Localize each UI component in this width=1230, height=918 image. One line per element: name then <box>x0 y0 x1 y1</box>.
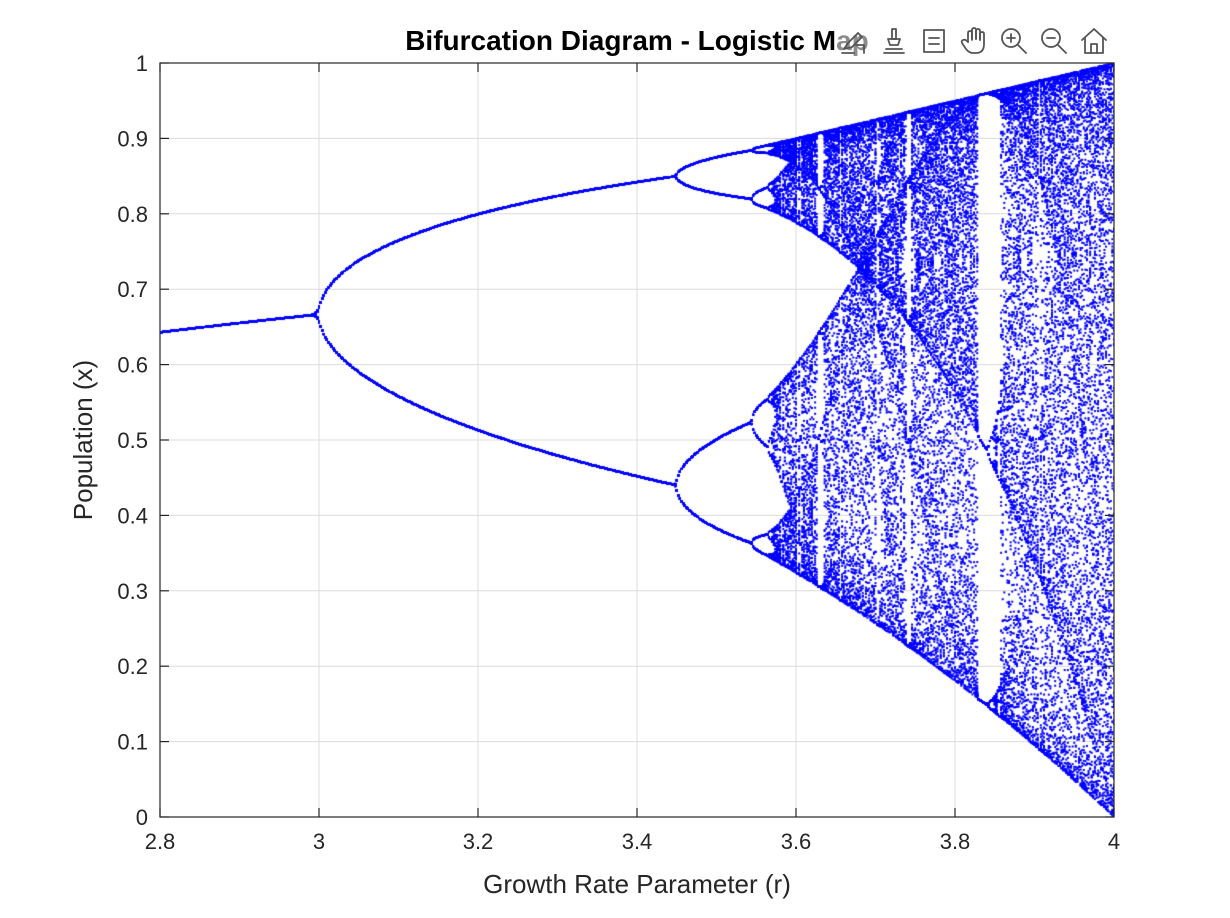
y-axis-label: Population (x) <box>68 360 98 520</box>
x-tick-label: 3.8 <box>940 829 971 854</box>
y-tick-label: 0 <box>136 805 148 830</box>
y-tick-label: 0.1 <box>117 730 148 755</box>
axes-toolbar <box>836 22 1114 60</box>
x-tick-label: 2.8 <box>145 829 176 854</box>
bifurcation-scatter-points <box>160 63 1114 817</box>
chart-title: Bifurcation Diagram - Logistic Map <box>405 25 869 56</box>
x-axis-label: Growth Rate Parameter (r) <box>483 869 791 899</box>
x-tick-label: 3.4 <box>622 829 653 854</box>
zoom-in-icon <box>1001 28 1027 54</box>
zoom-out-button[interactable] <box>1036 23 1072 59</box>
data-tips-icon <box>883 28 905 54</box>
x-tick-label: 3.2 <box>463 829 494 854</box>
home-icon <box>1081 28 1107 54</box>
brush-icon <box>841 32 865 54</box>
y-tick-label: 0.9 <box>117 126 148 151</box>
legend-icon <box>923 29 945 53</box>
y-tick-label: 0.2 <box>117 654 148 679</box>
y-tick-label: 0.5 <box>117 428 148 453</box>
plot-area[interactable] <box>160 63 1114 817</box>
x-axis-ticks: 2.8 3 3.2 3.4 3.6 3.8 4 <box>145 63 1120 854</box>
pan-hand-icon <box>960 27 985 54</box>
legend-button[interactable] <box>916 23 952 59</box>
y-tick-label: 1 <box>136 51 148 76</box>
y-tick-label: 0.8 <box>117 202 148 227</box>
x-tick-label: 4 <box>1108 829 1120 854</box>
zoom-in-button[interactable] <box>996 23 1032 59</box>
home-button[interactable] <box>1076 23 1112 59</box>
data-tips-button[interactable] <box>876 23 912 59</box>
y-tick-label: 0.3 <box>117 579 148 604</box>
y-tick-label: 0.7 <box>117 277 148 302</box>
y-axis-ticks: 0 0.1 0.2 0.3 0.4 0.5 0.6 0.7 0.8 0.9 1 <box>117 51 1114 830</box>
y-tick-label: 0.4 <box>117 503 148 528</box>
x-tick-label: 3.6 <box>781 829 812 854</box>
brush-button[interactable] <box>836 23 872 59</box>
y-tick-label: 0.6 <box>117 353 148 378</box>
zoom-out-icon <box>1041 28 1067 54</box>
pan-button[interactable] <box>956 23 992 59</box>
x-tick-label: 3 <box>313 829 325 854</box>
